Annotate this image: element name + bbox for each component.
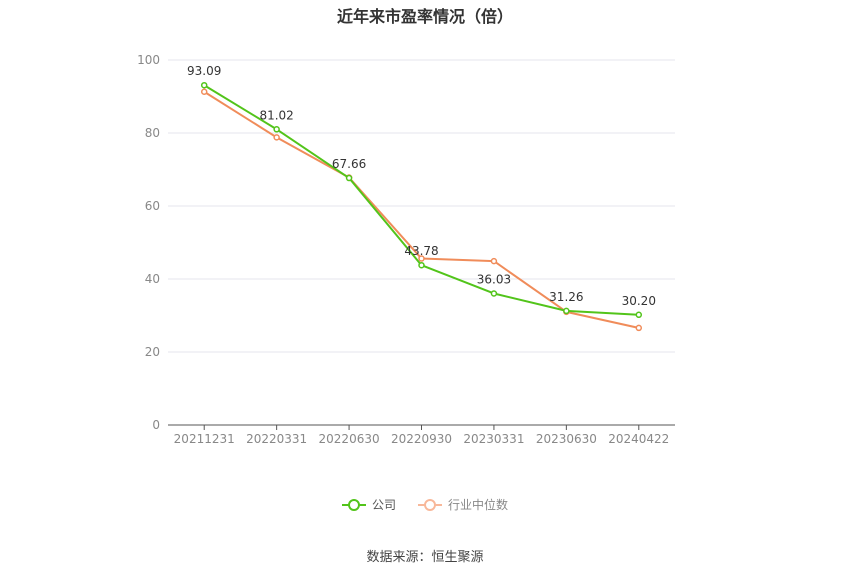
- x-tick-label: 20220331: [246, 432, 307, 446]
- x-tick-label: 20211231: [174, 432, 235, 446]
- x-tick-label: 20240422: [608, 432, 669, 446]
- legend-industry-swatch: [418, 498, 442, 512]
- series-point-1: [273, 134, 280, 141]
- series-point-1: [635, 324, 643, 332]
- x-tick-label: 20230331: [463, 432, 524, 446]
- x-tick-label: 20230630: [536, 432, 597, 446]
- series-point-0: [418, 261, 425, 269]
- series-point-0: [635, 311, 643, 319]
- x-tick-label: 20220930: [391, 432, 452, 446]
- series-point-0: [200, 81, 208, 89]
- data-label: 81.02: [259, 108, 293, 122]
- data-source-note: 数据来源：恒生聚源: [366, 550, 484, 565]
- y-tick-label: 80: [145, 126, 160, 140]
- y-tick-label: 40: [145, 272, 160, 286]
- series-point-0: [563, 307, 570, 315]
- series-point-0: [345, 174, 353, 182]
- data-label: 31.26: [549, 290, 583, 304]
- legend-item-industry[interactable]: 行业中位数: [418, 496, 508, 513]
- data-label: 43.78: [404, 244, 438, 258]
- data-label: 30.20: [622, 294, 656, 308]
- y-tick-label: 20: [145, 345, 160, 359]
- series-point-1: [200, 88, 208, 96]
- legend-item-company[interactable]: 公司: [341, 496, 396, 513]
- y-tick-label: 60: [145, 199, 160, 213]
- legend: 公司 行业中位数: [0, 496, 850, 513]
- legend-industry-label: 行业中位数: [448, 498, 509, 512]
- data-label: 36.03: [477, 272, 511, 286]
- series-point-0: [490, 290, 498, 297]
- series-point-0: [273, 126, 280, 133]
- legend-company-swatch: [341, 498, 366, 512]
- series-point-1: [418, 255, 425, 262]
- data-label: 67.66: [332, 157, 366, 171]
- y-tick-label: 100: [137, 53, 160, 67]
- legend-company-label: 公司: [371, 498, 396, 512]
- x-tick-label: 20220630: [319, 432, 380, 446]
- y-tick-label: 0: [152, 418, 160, 432]
- chart-title: 近年来市盈率情况（倍）: [336, 7, 513, 26]
- series-point-1: [490, 257, 498, 265]
- data-label: 93.09: [187, 64, 221, 78]
